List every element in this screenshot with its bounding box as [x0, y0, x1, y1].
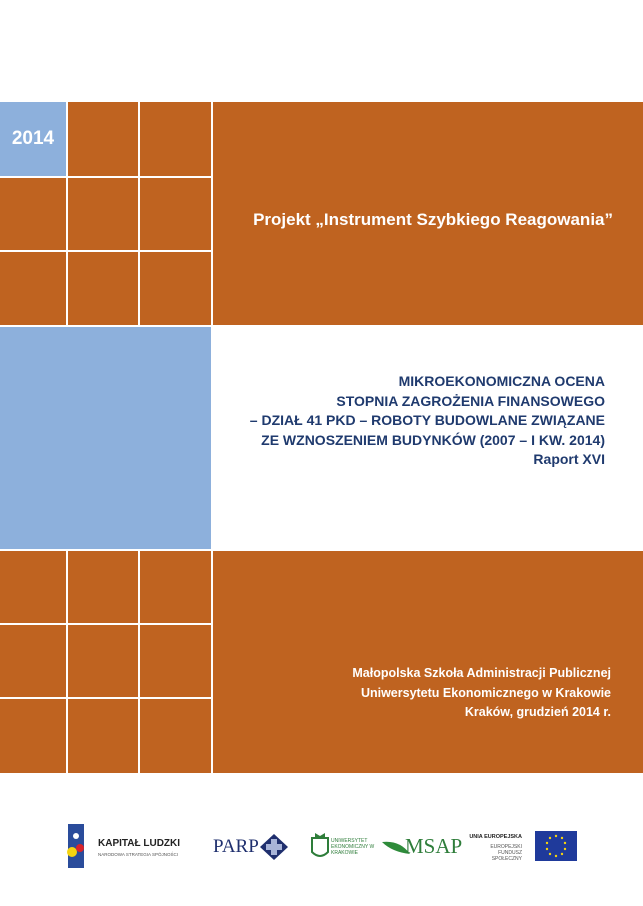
efs-text: EUROPEJSKI FUNDUSZ SPOŁECZNY [490, 844, 522, 862]
year-tile: 2014 [0, 102, 66, 176]
date-line: Kraków, grudzień 2014 r. [464, 705, 611, 719]
tile [68, 252, 138, 325]
parp-text: PARP [213, 836, 259, 857]
tile [0, 625, 66, 697]
logo-bar: KAPITAŁ LUDZKI NARODOWA STRATEGIA SPÓJNO… [60, 822, 590, 872]
tile [140, 625, 211, 697]
tile [68, 625, 138, 697]
ue-text: UNIA EUROPEJSKA [469, 834, 522, 840]
kapital-ludzki-text: KAPITAŁ LUDZKI [98, 838, 181, 849]
uek-text: UNIWERSYTET EKONOMICZNY W KRAKOWIE [331, 838, 375, 856]
project-title: Projekt „Instrument Szybkiego Reagowania… [253, 210, 613, 229]
blue-panel [0, 327, 211, 549]
institution-banner [213, 551, 643, 773]
tile [0, 699, 66, 773]
project-banner: Projekt „Instrument Szybkiego Reagowania… [213, 102, 643, 325]
kapital-ludzki-subtext: NARODOWA STRATEGIA SPÓJNOŚCI [98, 852, 179, 857]
title-line: – DZIAŁ 41 PKD – ROBOTY BUDOWLANE ZWIĄZA… [249, 412, 605, 428]
eu-flag-icon [535, 831, 577, 861]
tile [140, 102, 211, 176]
msap-leaf-icon [382, 841, 410, 854]
tile [140, 178, 211, 250]
tile [68, 551, 138, 623]
tile [140, 252, 211, 325]
tile [68, 102, 138, 176]
title-line: ZE WZNOSZENIEM BUDYNKÓW (2007 – I KW. 20… [261, 431, 605, 448]
tile [0, 252, 66, 325]
institution-line: Uniwersytetu Ekonomicznego w Krakowie [360, 685, 611, 700]
tile [0, 551, 66, 623]
title-line: MIKROEKONOMICZNA OCENA [398, 373, 605, 389]
uek-logo-icon [311, 833, 329, 857]
year: 2014 [11, 128, 55, 149]
tile [68, 699, 138, 773]
tile [140, 699, 211, 773]
parp-logo-icon [260, 834, 288, 860]
kapital-ludzki-logo-icon [67, 824, 84, 868]
tile [140, 551, 211, 623]
title-line: STOPNIA ZAGROŻENIA FINANSOWEGO [336, 392, 605, 409]
report-title: MIKROEKONOMICZNA OCENA STOPNIA ZAGROŻENI… [213, 372, 605, 470]
tile [68, 178, 138, 250]
tile [0, 178, 66, 250]
msap-text: MSAP [405, 834, 463, 858]
institution-line: Małopolska Szkoła Administracji Publiczn… [352, 666, 611, 680]
institution: Małopolska Szkoła Administracji Publiczn… [352, 664, 611, 723]
report-number: Raport XVI [533, 451, 605, 467]
